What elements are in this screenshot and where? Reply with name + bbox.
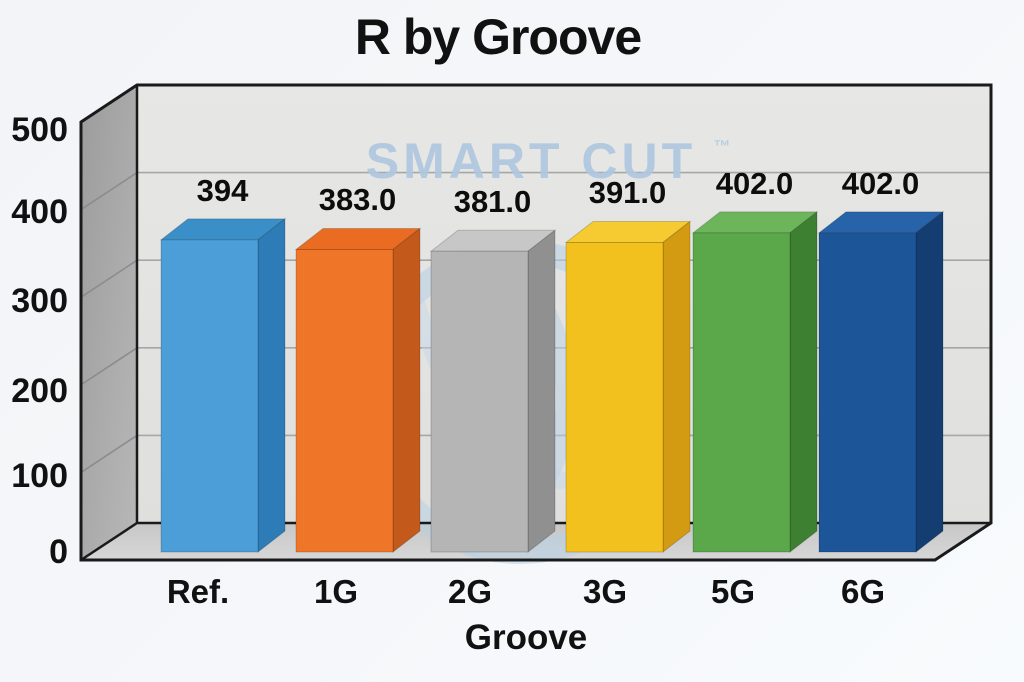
ytick-400: 400 xyxy=(11,193,68,231)
ytick-500: 500 xyxy=(11,111,68,149)
x-axis-label: Groove xyxy=(464,618,588,657)
bar-6g-side xyxy=(915,210,944,554)
bar-value-label: 402.0 xyxy=(841,165,920,201)
xcat-ref: Ref. xyxy=(166,573,230,610)
bar-value-label: 394 xyxy=(196,172,249,208)
xcat-1g: 1G xyxy=(313,573,359,610)
bar-value-label: 391.0 xyxy=(588,175,667,211)
bar-2g-front xyxy=(430,250,529,553)
bar-value-label: 381.0 xyxy=(453,184,532,220)
xcat-6g: 6G xyxy=(840,573,886,610)
bars-group xyxy=(159,210,945,554)
left-wall xyxy=(81,85,137,560)
bar-5g-front xyxy=(692,232,791,553)
bar-ref-front xyxy=(160,239,259,553)
ytick-100: 100 xyxy=(11,457,68,495)
watermark-tm: ™ xyxy=(714,137,731,156)
bar-1g-side xyxy=(392,227,421,554)
bar-value-label: 383.0 xyxy=(318,182,397,218)
left-wall-gridlines xyxy=(80,171,138,474)
ytick-300: 300 xyxy=(11,282,68,320)
bar-1g-front xyxy=(295,248,394,553)
xcat-5g: 5G xyxy=(710,573,756,610)
bar-6g-front xyxy=(818,232,917,553)
ytick-200: 200 xyxy=(11,372,68,410)
chart-title: R by Groove xyxy=(354,9,642,65)
bar-3g-front xyxy=(565,241,664,553)
ytick-0: 0 xyxy=(49,533,68,571)
bar-5g-side xyxy=(789,210,818,554)
xcat-3g: 3G xyxy=(582,573,628,610)
bar-value-label: 402.0 xyxy=(715,165,794,201)
watermark-text: SMART CUT xyxy=(366,133,696,189)
bar-3g-side xyxy=(662,220,691,554)
xcat-2g: 2G xyxy=(447,573,493,610)
bar-ref-side xyxy=(257,217,286,554)
bar-2g-side xyxy=(527,229,556,554)
